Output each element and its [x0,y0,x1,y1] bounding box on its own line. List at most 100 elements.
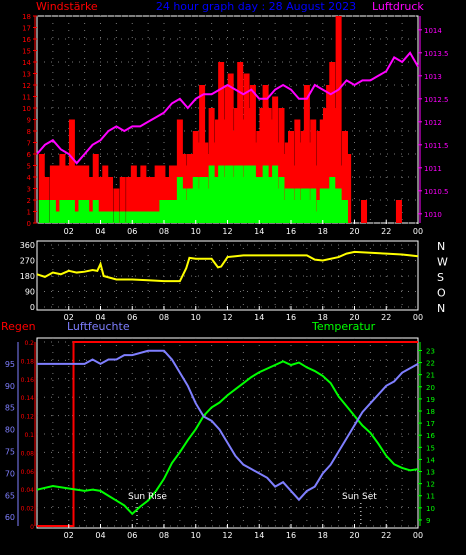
wind-avg-bar [246,165,253,223]
wind-avg-bar [126,211,133,223]
pressure-line [36,51,419,165]
wind-gust-bar [237,62,244,223]
wind-avg-bar [316,200,323,223]
temperature-line [36,360,419,516]
wind-avg-bar [189,188,196,223]
rain-line [37,341,418,527]
wind-gust-bar [240,119,247,223]
humidity-axis-label: 60 [5,513,15,522]
wind-gust-bar [218,62,225,223]
wind-avg-bar [113,211,120,223]
temperature-axis-label: 11 [426,493,435,501]
wind-gust-bar [272,96,279,223]
x-tick-label: 02 [64,313,74,322]
rain-axis-label: 0.08 [21,450,35,457]
wind-avg-bar [253,177,260,223]
wind-gust-bar [154,165,161,223]
humidity-axis-label: 75 [5,448,15,457]
wind-avg-bar [329,177,336,223]
wind-gust-bar [322,108,329,223]
wind-avg-bar [338,200,345,223]
wind-avg-bar [294,188,301,223]
direction-axis-label: 0 [30,303,35,312]
compass-label: S [437,271,444,284]
wind-gust-bar [294,119,301,223]
wind-avg-bar [234,165,241,223]
wind-avg-bar [130,211,137,223]
wind-avg-bar [341,200,348,223]
wind-gust-bar [291,165,298,223]
wind-avg-bar [159,200,166,223]
wind-gust-bar [259,108,266,223]
rain-axis-label: 0.06 [21,469,35,476]
wind-gust-bar [227,73,234,223]
wind-avg-bar [102,211,109,223]
wind-avg-bar [319,188,326,223]
temperature-axis-label: 16 [426,432,435,440]
wind-avg-bar [297,200,304,223]
wind-gust-bar [168,165,175,223]
wind-gust-bar [345,154,352,223]
wind-direction-line [36,250,419,283]
wind-avg-bar [256,177,263,223]
x-tick-label: 22 [381,531,391,540]
wind-gust-bar [310,119,317,223]
wind-gust-bar [173,165,180,223]
wind-gust-bar [97,177,104,223]
wind-axis-label: 0 [27,220,31,228]
wind-avg-bar [307,200,314,223]
wind-avg-bar [168,200,175,223]
x-tick-label: 00 [413,531,423,540]
wind-avg-bar [284,188,291,223]
wind-avg-bar [59,200,66,223]
wind-gust-bar [275,142,282,223]
wind-gust-bar [316,131,323,223]
temperature-axis-label: 9 [426,517,430,525]
wind-gust-bar [199,85,206,223]
wind-avg-bar [199,177,206,223]
rain-humidity-temp-panel [36,337,419,529]
wind-axis-label: 11 [22,94,31,102]
temperature-axis-label: 23 [426,347,435,355]
wind-avg-bar [278,177,285,223]
wind-avg-bar [54,211,61,223]
rain-axis-label: 0.12 [21,414,35,421]
pressure-axis-label: 1011 [424,165,442,173]
x-tick-label: 22 [381,313,391,322]
pressure-axis-label: 1013.5 [424,50,449,58]
direction-axis-label: 270 [20,257,35,266]
wind-avg-bar [272,165,279,223]
wind-avg-bar [313,211,320,223]
humidity-title: Luftfeuchte [67,320,130,333]
pressure-axis-label: 1010 [424,211,442,219]
wind-avg-bar [208,165,215,223]
compass-label: N [437,240,445,253]
wind-gust-bar [262,85,269,223]
wind-avg-bar [218,165,225,223]
x-tick-label: 10 [191,227,201,236]
wind-gust-bar [361,200,368,223]
wind-avg-bar [202,177,209,223]
rain-title: Regen [1,320,36,333]
x-tick-label: 04 [95,313,105,322]
x-tick-label: 10 [191,531,201,540]
temperature-axis-label: 19 [426,396,435,404]
temperature-axis-label: 13 [426,469,435,477]
wind-axis-label: 1 [27,209,31,217]
wind-gust-bar [64,165,71,223]
wind-gust-bar [107,177,114,223]
direction-axis-label: 90 [25,288,35,297]
x-tick-label: 06 [127,531,137,540]
wind-avg-bar [186,188,193,223]
x-tick-label: 00 [413,227,423,236]
wind-avg-bar [281,200,288,223]
wind-gust-bar [268,119,275,223]
rain-axis-label: 0.02 [21,506,35,513]
humidity-axis-label: 65 [5,491,15,500]
wind-avg-bar [275,188,282,223]
wind-avg-bar [64,200,71,223]
wind-axis-label: 18 [22,13,31,21]
wind-gust-bar [78,165,85,223]
x-tick-label: 06 [127,313,137,322]
wind-pressure-chart: 012345678910111213141516171810101010.510… [22,13,448,236]
